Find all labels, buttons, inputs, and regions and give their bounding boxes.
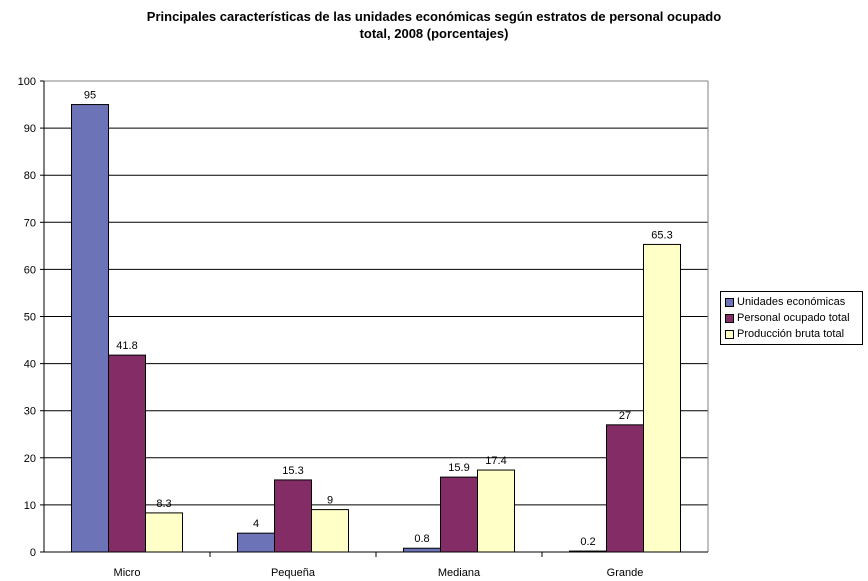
legend-swatch xyxy=(725,297,734,307)
bar xyxy=(311,509,349,553)
data-label: 95 xyxy=(84,90,96,102)
y-tick-label: 90 xyxy=(24,123,36,135)
bars xyxy=(71,104,681,553)
chart-title-line-2: total, 2008 (porcentajes) xyxy=(359,26,509,41)
data-label: 27 xyxy=(619,410,631,422)
data-label: 65.3 xyxy=(651,229,672,241)
legend-label: Unidades económicas xyxy=(737,296,846,308)
bar xyxy=(108,354,146,553)
bar xyxy=(403,547,441,553)
legend-item: Unidades económicas xyxy=(725,294,862,310)
chart-title-line-1: Principales características de las unida… xyxy=(146,9,722,24)
y-tick-label: 60 xyxy=(24,264,36,276)
y-tick-label: 40 xyxy=(24,359,36,371)
y-tick-label: 70 xyxy=(24,217,36,229)
legend-label: Producción bruta total xyxy=(737,328,845,340)
bar xyxy=(477,469,515,553)
bar xyxy=(643,243,681,553)
x-tick-label: Grande xyxy=(607,567,644,579)
legend-item: Personal ocupado total xyxy=(725,310,862,326)
data-label: 8.3 xyxy=(156,498,171,510)
y-tick-label: 50 xyxy=(24,312,36,324)
chart-title: Principales características de las unida… xyxy=(0,8,868,42)
data-label: 15.3 xyxy=(282,465,303,477)
y-tick-label: 80 xyxy=(24,170,36,182)
data-label: 17.4 xyxy=(485,455,506,467)
data-label: 15.9 xyxy=(448,462,469,474)
legend-item: Producción bruta total xyxy=(725,326,862,342)
y-tick-label: 100 xyxy=(18,76,36,88)
axes: 0 10 20 30 40 50 60 70 80 90 100 Micro Pequeña Median… xyxy=(18,76,709,579)
bar xyxy=(71,104,109,553)
data-label: 41.8 xyxy=(116,340,137,352)
data-label: 9 xyxy=(327,495,333,507)
data-label: 0.2 xyxy=(580,536,595,548)
bar xyxy=(606,424,644,553)
y-tick-label: 10 xyxy=(24,500,36,512)
y-tick-label: 0 xyxy=(30,547,36,559)
legend-swatch xyxy=(725,329,734,339)
data-label: 4 xyxy=(253,518,259,530)
x-tick-label: Micro xyxy=(114,567,141,579)
x-tick-label: Mediana xyxy=(438,567,481,579)
legend-swatch xyxy=(725,313,734,323)
y-tick-label: 30 xyxy=(24,406,36,418)
y-tick-label: 20 xyxy=(24,453,36,465)
bar xyxy=(237,532,275,553)
bar xyxy=(145,512,183,553)
data-labels: 95 41.8 8.3 4 15.3 9 0.8 15.9 17.4 0.2 27 65.3 xyxy=(84,90,673,549)
data-label: 0.8 xyxy=(414,533,429,545)
legend-label: Personal ocupado total xyxy=(737,312,850,324)
bar xyxy=(274,479,312,553)
legend: Unidades económicas Personal ocupado tota… xyxy=(720,291,863,345)
x-tick-label: Pequeña xyxy=(271,567,316,579)
bar xyxy=(440,476,478,553)
